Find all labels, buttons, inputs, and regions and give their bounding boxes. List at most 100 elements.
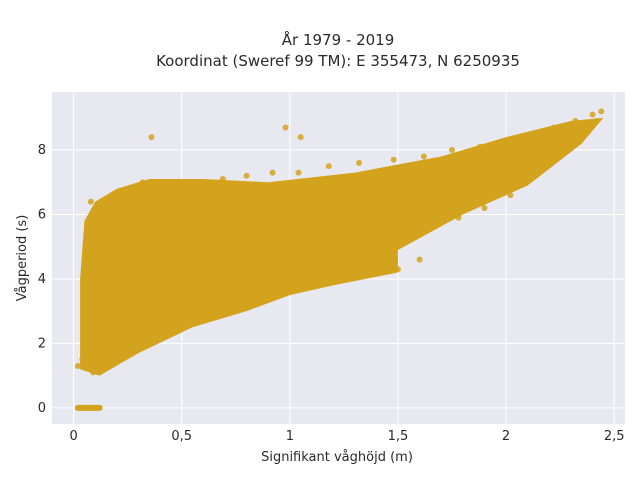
data-point [282,237,289,244]
data-point [94,275,101,282]
x-tick-label: 1,5 [388,429,409,444]
data-point [295,169,302,176]
data-point [317,205,324,212]
data-point [79,404,86,411]
data-point [438,182,445,189]
data-point [243,172,250,179]
x-tick-label: 1 [286,429,294,444]
data-point [103,308,110,315]
data-point [572,118,579,125]
data-point [200,311,207,318]
point-cloud-area [80,117,604,376]
data-point [204,285,211,292]
data-point [427,224,434,231]
data-point [260,217,267,224]
data-point [369,243,376,250]
data-point [345,201,352,208]
data-point [92,353,99,360]
data-point [433,201,440,208]
data-point [196,179,203,186]
data-point [154,195,161,202]
data-point [297,134,304,141]
data-point [239,198,246,205]
data-point [503,137,510,144]
data-point [174,185,181,192]
data-point [107,256,114,263]
tick-labels: 0 0,5 1 1,5 2 2,5 0 2 4 6 8 [38,143,625,444]
data-point [150,250,157,257]
y-tick-label: 6 [38,207,46,222]
data-point [593,118,600,125]
data-point [286,211,293,218]
data-point [442,166,449,173]
data-point [567,127,574,134]
data-point [189,234,196,241]
data-point [87,404,94,411]
data-point [118,266,125,273]
data-point [79,356,86,363]
data-point [113,327,120,334]
data-point [87,214,94,221]
data-point [92,301,99,308]
data-point [282,124,289,131]
data-point [384,176,391,183]
data-point [96,404,103,411]
data-point [159,324,166,331]
data-point [394,266,401,273]
data-point [563,140,570,147]
data-point [273,292,280,299]
data-point [529,130,536,137]
data-point [449,147,456,154]
data-point [340,224,347,231]
data-point [481,205,488,212]
data-point [137,201,144,208]
data-point [83,314,90,321]
data-point [170,211,177,218]
data-point [124,188,131,195]
data-point [321,182,328,189]
chart-title: År 1979 - 2019 [282,30,395,49]
data-point [148,279,155,286]
data-point [74,362,81,369]
data-point [312,230,319,237]
data-point [390,156,397,163]
data-point [122,214,129,221]
data-point [219,176,226,183]
y-axis-label: Vågperiod (s) [15,215,30,302]
data-point [589,111,596,118]
data-point [362,269,369,276]
data-point [405,211,412,218]
data-point [455,214,462,221]
data-point [131,288,138,295]
data-point [85,259,92,266]
data-point [139,179,146,186]
x-tick-label: 0,5 [171,429,192,444]
data-point [585,121,592,128]
data-point [152,221,159,228]
x-tick-label: 2 [502,429,510,444]
data-point [373,217,380,224]
data-point [109,208,116,215]
data-point [206,256,213,263]
data-point [92,404,99,411]
data-point [230,250,237,257]
data-point [550,124,557,131]
data-point [183,292,190,299]
data-point [330,279,337,286]
y-tick-label: 8 [38,143,46,158]
data-point [351,179,358,186]
data-point [513,176,520,183]
data-point [464,176,471,183]
data-point [470,159,477,166]
data-point [126,340,133,347]
data-point [247,298,254,305]
data-point [308,256,315,263]
data-point [161,298,168,305]
data-point [96,250,103,257]
data-point [90,369,97,376]
data-points [74,108,605,411]
data-point [107,230,114,237]
data-point [100,359,107,366]
data-point [520,159,527,166]
data-point [83,404,90,411]
